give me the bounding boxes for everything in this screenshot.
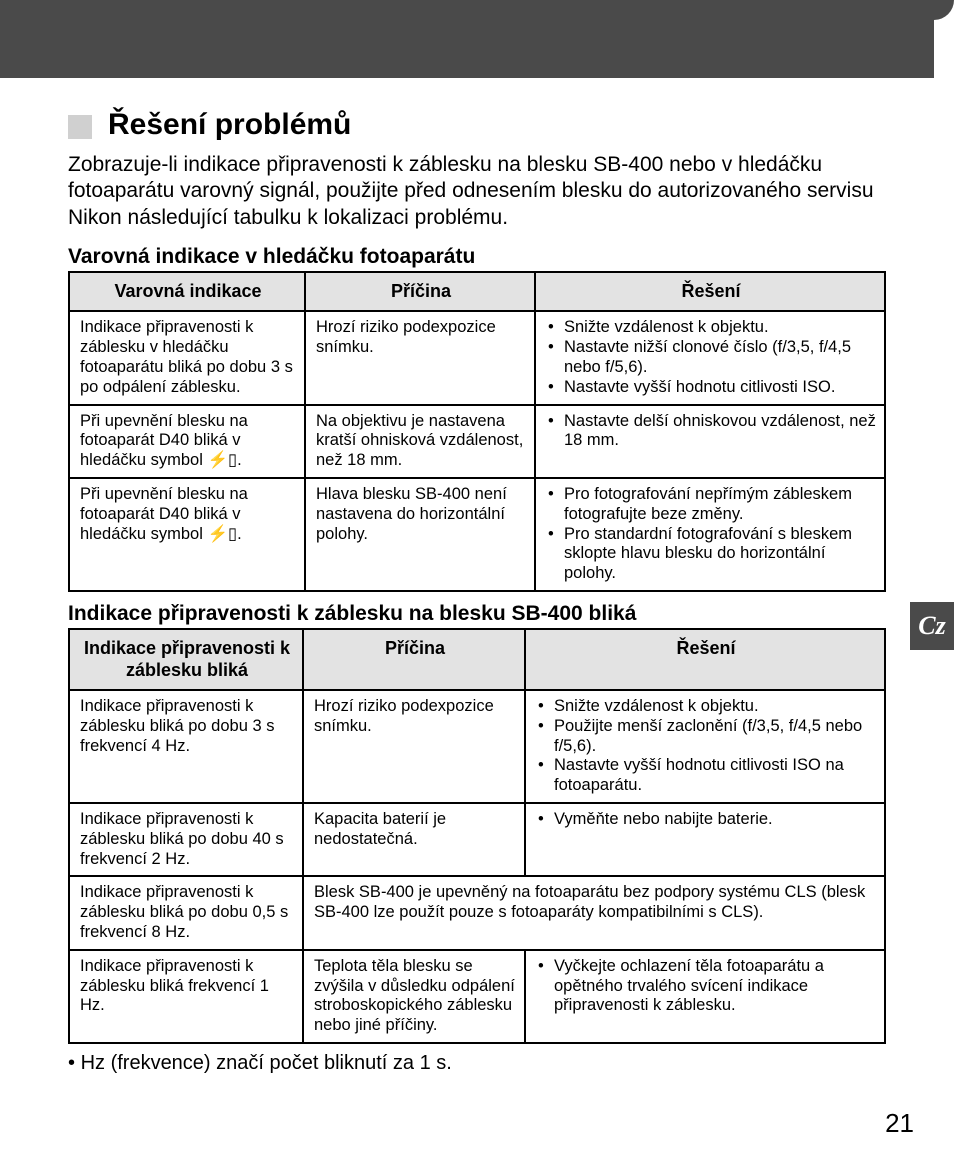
- table-row: Při upevnění blesku na fotoaparát D40 bl…: [69, 405, 885, 478]
- th-ready: Indikace připravenosti k záblesku bliká: [69, 629, 303, 690]
- cell-solution: Snižte vzdálenost k objektu. Nastavte ni…: [535, 311, 885, 404]
- cell-ready: Indikace připravenosti k záblesku bliká …: [69, 690, 303, 803]
- table-header-row: Varovná indikace Příčina Řešení: [69, 272, 885, 312]
- content: Řešení problémů Zobrazuje-li indikace př…: [68, 108, 886, 1075]
- solution-item: Snižte vzdálenost k objektu.: [546, 318, 876, 338]
- th-cause: Příčina: [305, 272, 535, 312]
- cell-solution: Vyčkejte ochlazení těla fotoaparátu a op…: [525, 950, 885, 1043]
- solution-item: Snižte vzdálenost k objektu.: [536, 697, 876, 717]
- page-number: 21: [885, 1108, 914, 1139]
- table-row: Při upevnění blesku na fotoaparát D40 bl…: [69, 478, 885, 591]
- page: Cz 21 Řešení problémů Zobrazuje-li indik…: [0, 0, 954, 1157]
- cell-merged-note: Blesk SB-400 je upevněný na fotoaparátu …: [303, 876, 885, 949]
- cell-solution: Snižte vzdálenost k objektu. Použijte me…: [525, 690, 885, 803]
- solution-item: Nastavte nižší clonové číslo (f/3,5, f/4…: [546, 338, 876, 378]
- table-header-row: Indikace připravenosti k záblesku bliká …: [69, 629, 885, 690]
- solution-item: Nastavte vyšší hodnotu citlivosti ISO na…: [536, 756, 876, 796]
- language-tab: Cz: [910, 602, 954, 650]
- flash-icon: ⚡▯: [207, 525, 237, 543]
- solution-item: Použijte menší zaclonění (f/3,5, f/4,5 n…: [536, 717, 876, 757]
- cell-cause: Kapacita baterií je nedostatečná.: [303, 803, 525, 876]
- page-title: Řešení problémů: [108, 108, 351, 142]
- solution-item: Vyměňte nebo nabijte baterie.: [536, 810, 876, 830]
- th-solution: Řešení: [525, 629, 885, 690]
- cell-ready: Indikace připravenosti k záblesku bliká …: [69, 803, 303, 876]
- cell-warning: Při upevnění blesku na fotoaparát D40 bl…: [69, 405, 305, 478]
- cell-ready: Indikace připravenosti k záblesku bliká …: [69, 876, 303, 949]
- cell-cause: Na objektivu je nastavena kratší ohnisko…: [305, 405, 535, 478]
- th-cause: Příčina: [303, 629, 525, 690]
- header-band: [0, 0, 934, 78]
- th-solution: Řešení: [535, 272, 885, 312]
- table-row: Indikace připravenosti k záblesku v hled…: [69, 311, 885, 404]
- section1-heading: Varovná indikace v hledáčku fotoaparátu: [68, 245, 886, 269]
- table-row: Indikace připravenosti k záblesku bliká …: [69, 803, 885, 876]
- solution-item: Vyčkejte ochlazení těla fotoaparátu a op…: [536, 957, 876, 1016]
- solution-item: Nastavte vyšší hodnotu citlivosti ISO.: [546, 378, 876, 398]
- cell-solution: Pro fotografování nepřímým zábleskem fot…: [535, 478, 885, 591]
- cell-text: .: [237, 525, 242, 543]
- th-warning: Varovná indikace: [69, 272, 305, 312]
- cell-cause: Hrozí riziko podexpozice snímku.: [303, 690, 525, 803]
- title-row: Řešení problémů: [68, 108, 886, 142]
- table-row: Indikace připravenosti k záblesku bliká …: [69, 690, 885, 803]
- table-row: Indikace připravenosti k záblesku bliká …: [69, 950, 885, 1043]
- cell-cause: Hlava blesku SB-400 není nastavena do ho…: [305, 478, 535, 591]
- cell-warning: Při upevnění blesku na fotoaparát D40 bl…: [69, 478, 305, 591]
- solution-item: Pro standardní fotografování s bleskem s…: [546, 525, 876, 584]
- cell-solution: Nastavte delší ohniskovou vzdálenost, ne…: [535, 405, 885, 478]
- title-bullet-icon: [68, 115, 92, 139]
- section2-heading: Indikace připravenosti k záblesku na ble…: [68, 602, 886, 626]
- table-ready-light: Indikace připravenosti k záblesku bliká …: [68, 628, 886, 1044]
- footnote: Hz (frekvence) značí počet bliknutí za 1…: [68, 1052, 886, 1075]
- cell-cause: Teplota těla blesku se zvýšila v důsledk…: [303, 950, 525, 1043]
- cell-ready: Indikace připravenosti k záblesku bliká …: [69, 950, 303, 1043]
- intro-paragraph: Zobrazuje-li indikace připravenosti k zá…: [68, 152, 886, 231]
- table-warning-viewfinder: Varovná indikace Příčina Řešení Indikace…: [68, 271, 886, 592]
- solution-item: Pro fotografování nepřímým zábleskem fot…: [546, 485, 876, 525]
- solution-item: Nastavte delší ohniskovou vzdálenost, ne…: [546, 412, 876, 452]
- flash-icon: ⚡▯: [207, 451, 237, 469]
- cell-solution: Vyměňte nebo nabijte baterie.: [525, 803, 885, 876]
- cell-cause: Hrozí riziko podexpozice snímku.: [305, 311, 535, 404]
- table-row: Indikace připravenosti k záblesku bliká …: [69, 876, 885, 949]
- header-corner: [934, 0, 954, 20]
- cell-text: .: [237, 451, 242, 469]
- cell-warning: Indikace připravenosti k záblesku v hled…: [69, 311, 305, 404]
